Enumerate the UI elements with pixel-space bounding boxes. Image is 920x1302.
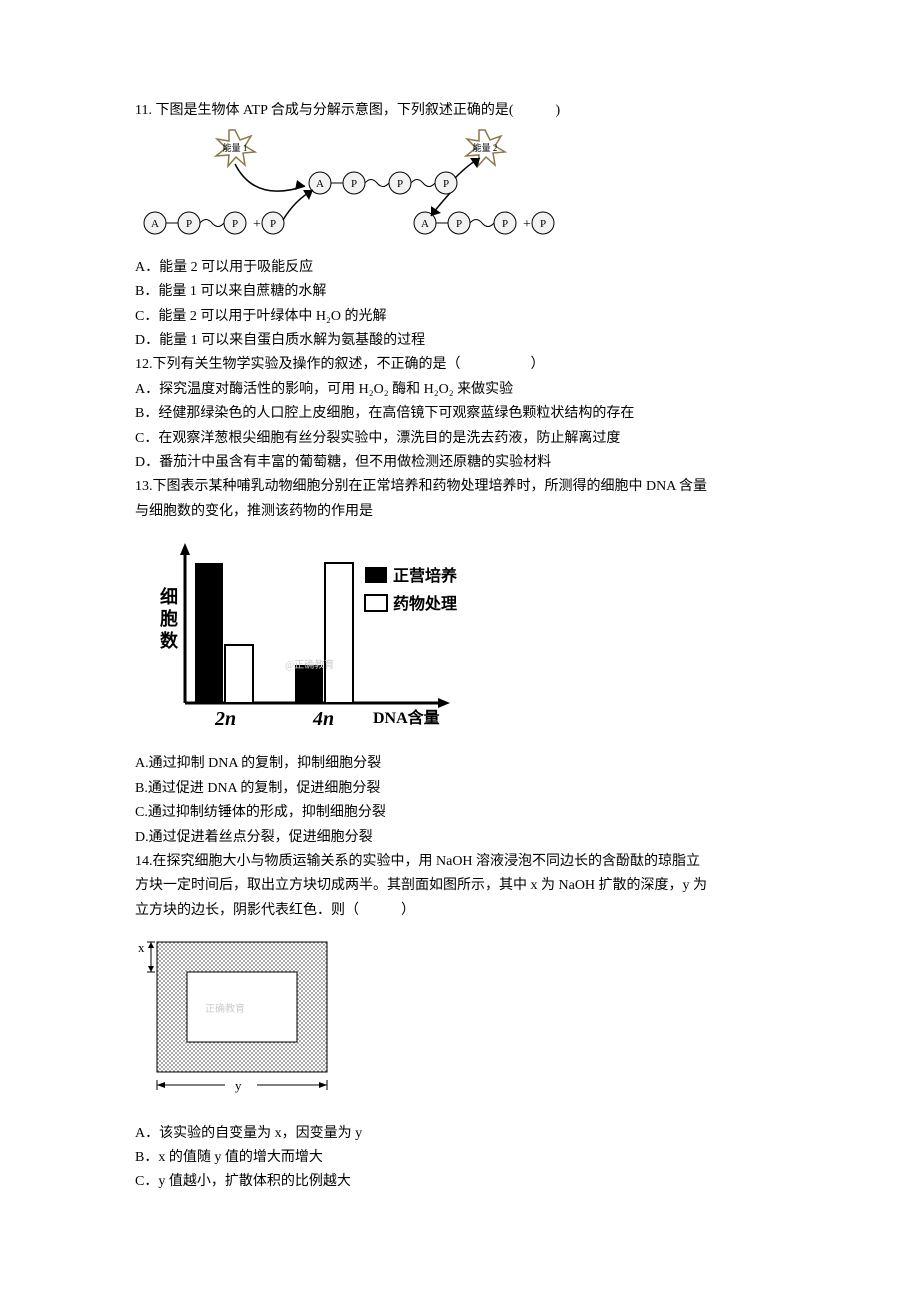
legend-swatch-normal — [365, 567, 387, 583]
svg-text:P: P — [351, 178, 357, 190]
q13-opt-b: B.通过促进 DNA 的复制，促进细胞分裂 — [135, 778, 790, 800]
adp-right: A P P + P — [414, 212, 554, 234]
q14-opt-b: B．x 的值随 y 值的增大而增大 — [135, 1147, 790, 1169]
q11-opt-d: D．能量 1 可以来自蛋白质水解为氨基酸的过程 — [135, 330, 790, 352]
q14-opt-a: A．该实验的自变量为 x，因变量为 y — [135, 1123, 790, 1145]
q13-opt-d: D.通过促进着丝点分裂，促进细胞分裂 — [135, 827, 790, 849]
q11-opt-a: A．能量 2 可以用于吸能反应 — [135, 257, 790, 279]
q14-stem1: 14.在探究细胞大小与物质运输关系的实验中，用 NaOH 溶液浸泡不同边长的含酚… — [135, 851, 790, 873]
q11-stem: 11. 下图是生物体 ATP 合成与分解示意图，下列叙述正确的是( ) — [135, 100, 790, 122]
q11-opt-c: C．能量 2 可以用于叶绿体中 H₂O 的光解 — [135, 306, 790, 328]
atp-center: A P P P — [309, 172, 457, 194]
svg-text:A: A — [421, 218, 429, 230]
legend-drug: 药物处理 — [393, 594, 457, 613]
svg-text:P: P — [540, 218, 546, 230]
svg-text:P: P — [443, 178, 449, 190]
svg-text:P: P — [502, 218, 508, 230]
q12-opt-a: A．探究温度对酶活性的影响，可用 H₂O₂ 酶和 H₂O₂ 来做实验 — [135, 379, 790, 401]
legend-normal: 正营培养 — [393, 566, 458, 585]
q12-stem: 12.下列有关生物学实验及操作的叙述，不正确的是（ ） — [135, 354, 790, 376]
q14-stem3: 立方块的边长，阴影代表红色．则（ ） — [135, 900, 790, 922]
y-label-1: 细 — [160, 586, 178, 607]
adp-left: A P P + P — [144, 212, 284, 234]
q12-opt-d: D．番茄汁中虽含有丰富的葡萄糖，但不用做检测还原糖的实验材料 — [135, 452, 790, 474]
svg-text:P: P — [456, 218, 462, 230]
svg-text:A: A — [151, 218, 159, 230]
xlabel-4n: 4n — [312, 708, 334, 730]
svg-text:+: + — [523, 217, 531, 232]
q13-opt-c: C.通过抑制纺锤体的形成，抑制细胞分裂 — [135, 802, 790, 824]
xlabel-dna: DNA含量 — [373, 708, 440, 727]
svg-text:P: P — [397, 178, 403, 190]
bar-2n-normal — [195, 563, 223, 703]
watermark-cube: 正确教育 — [205, 1002, 245, 1015]
y-label-3: 数 — [160, 630, 179, 651]
label-energy2: 能量 2 — [473, 142, 498, 153]
y-label-2: 胞 — [160, 608, 178, 629]
svg-text:A: A — [316, 178, 324, 190]
q13-stem1: 13.下图表示某种哺乳动物细胞分别在正常培养和药物处理培养时，所测得的细胞中 D… — [135, 476, 790, 498]
arrow-energy1-in — [235, 164, 305, 191]
q13-stem2: 与细胞数的变化，推测该药物的作用是 — [135, 501, 790, 523]
q13-opt-a: A.通过抑制 DNA 的复制，抑制细胞分裂 — [135, 753, 790, 775]
q14-stem2: 方块一定时间后，取出立方块切成两半。其剖面如图所示，其中 x 为 NaOH 扩散… — [135, 875, 790, 897]
watermark-chart: @正确教育 — [285, 658, 334, 671]
bar-2n-drug — [225, 645, 253, 703]
xlabel-2n: 2n — [214, 708, 236, 730]
legend-swatch-drug — [365, 595, 387, 611]
svg-text:P: P — [232, 218, 238, 230]
bar-4n-drug — [325, 563, 353, 703]
x-dimension-label: x — [138, 940, 145, 955]
svg-text:P: P — [270, 218, 276, 230]
svg-text:+: + — [253, 217, 261, 232]
q14-cube-diagram: 正确教育 x y — [135, 932, 790, 1110]
q13-chart: 细 胞 数 2n 4n DNA含量 正营培养 药物处理 @正确教育 — [135, 533, 790, 741]
q14-opt-c: C．y 值越小，扩散体积的比例越大 — [135, 1171, 790, 1193]
q11-opt-b: B．能量 1 可以来自蔗糖的水解 — [135, 281, 790, 303]
q12-opt-c: C．在观察洋葱根尖细胞有丝分裂实验中，漂洗目的是洗去药液，防止解离过度 — [135, 428, 790, 450]
q11-diagram: 能量 1 能量 2 A P P P A P P + P A P P + P — [135, 128, 790, 248]
svg-text:P: P — [186, 218, 192, 230]
y-dimension-label: y — [235, 1078, 242, 1093]
label-energy1: 能量 1 — [223, 142, 248, 153]
q12-opt-b: B．经健那绿染色的人口腔上皮细胞，在高倍镜下可观察蓝绿色颗粒状结构的存在 — [135, 403, 790, 425]
